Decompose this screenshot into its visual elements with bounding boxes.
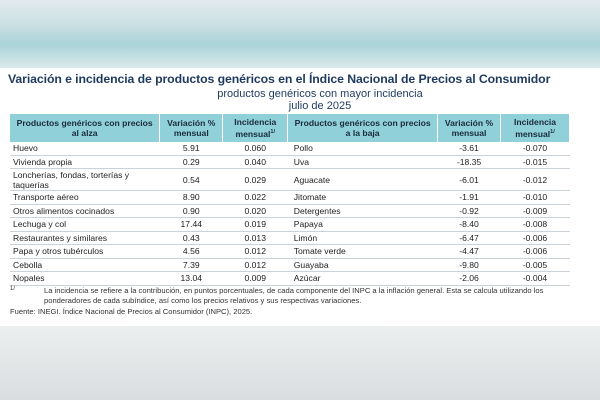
footnote-text: La incidencia se refiere a la contribuci… [44,286,544,305]
up-variation: 0.43 [159,231,223,245]
down-incidence: -0.012 [500,168,570,191]
up-product-name: Vivienda propia [10,155,160,169]
footnote: 1/ La incidencia se refiere a la contrib… [10,286,580,306]
down-product-name: Azúcar [287,271,438,286]
down-incidence: -0.006 [500,231,570,245]
down-variation: -6.47 [437,231,501,245]
up-variation: 17.44 [159,217,223,232]
up-variation: 7.39 [159,258,223,272]
up-incidence: 0.013 [222,231,288,245]
table-row: Vivienda propia 0.29 0.040 Uva -18.35 -0… [10,155,570,169]
up-product-name: Transporte aéreo [10,190,160,205]
down-product-name: Aguacate [287,168,438,191]
down-product-name: Detergentes [287,204,438,218]
up-incidence: 0.022 [222,190,288,205]
footnote-mark: 1/ [10,286,16,292]
table-row: Loncherías, fondas, torterías y taquería… [10,168,570,191]
up-variation: 0.90 [159,204,223,218]
table-row: Restaurantes y similares 0.43 0.013 Limó… [10,231,570,245]
table-row: Huevo 5.91 0.060 Pollo -3.61 -0.070 [10,142,570,156]
down-variation: -0.92 [437,204,501,218]
up-product-name: Huevo [10,142,160,156]
up-product-name: Loncherías, fondas, torterías y taquería… [10,168,160,191]
table-row: Cebolla 7.39 0.012 Guayaba -9.80 -0.005 [10,258,570,272]
up-incidence: 0.019 [222,217,288,232]
up-incidence: 0.029 [222,168,288,191]
up-incidence: 0.060 [222,142,288,156]
page-subtitle: productos genéricos con mayor incidencia [217,88,423,100]
down-product-name: Guayaba [287,258,438,272]
header-down-incidence: Incidencia mensual1/ [500,114,570,142]
up-product-name: Nopales [10,271,160,286]
up-variation: 13.04 [159,271,223,286]
down-product-name: Tomate verde [287,244,438,259]
down-variation: -3.61 [437,142,501,156]
down-product-name: Pollo [287,142,438,156]
up-incidence: 0.012 [222,258,288,272]
table-row: Transporte aéreo 8.90 0.022 Jitomate -1.… [10,190,570,205]
down-incidence: -0.006 [500,244,570,259]
down-incidence: -0.008 [500,217,570,232]
down-variation: -2.06 [437,271,501,286]
down-incidence: -0.010 [500,190,570,205]
up-variation: 8.90 [159,190,223,205]
background-top-band [0,0,600,74]
down-incidence: -0.009 [500,204,570,218]
header-up-incidence: Incidencia mensual1/ [222,114,289,142]
down-variation: -18.35 [437,155,501,169]
up-incidence: 0.009 [222,271,288,286]
down-product-name: Limón [287,231,438,245]
table-row: Lechuga y col 17.44 0.019 Papaya -8.40 -… [10,217,570,232]
up-product-name: Otros alimentos cocinados [10,204,160,218]
footnote-marker: 1/ [550,129,555,136]
up-variation: 5.91 [159,142,223,156]
down-incidence: -0.070 [500,142,570,156]
header-up-variation: Variación % mensual [159,114,224,142]
down-product-name: Papaya [287,217,438,232]
down-product-name: Jitomate [287,190,438,205]
header-up-products: Productos genéricos con precios al alza [10,114,161,142]
header-down-variation: Variación % mensual [437,114,501,142]
incidence-table: Productos genéricos con precios al alza … [10,114,570,286]
down-incidence: -0.004 [500,271,570,286]
table-row: Papa y otros tubérculos 4.56 0.012 Tomat… [10,244,570,259]
up-product-name: Cebolla [10,258,160,272]
table-header-row: Productos genéricos con precios al alza … [10,114,570,142]
header-down-incidence-label: Incidencia mensual [513,117,557,139]
page-title: Variación e incidencia de productos gené… [8,72,551,86]
up-incidence: 0.040 [222,155,288,169]
report-date: julio de 2025 [288,100,352,112]
footnote-marker: 1/ [270,129,275,136]
down-incidence: -0.005 [500,258,570,272]
up-incidence: 0.012 [222,244,288,259]
down-variation: -4.47 [437,244,501,259]
up-variation: 0.29 [159,155,223,169]
background-bottom-band [0,326,600,400]
down-product-name: Uva [287,155,438,169]
header-down-products: Productos genéricos con precios a la baj… [287,114,439,142]
down-variation: -9.80 [437,258,501,272]
down-variation: -1.91 [437,190,501,205]
down-variation: -8.40 [437,217,501,232]
up-incidence: 0.020 [222,204,288,218]
table-row: Otros alimentos cocinados 0.90 0.020 Det… [10,204,570,218]
table-row: Nopales 13.04 0.009 Azúcar -2.06 -0.004 [10,271,570,286]
header-up-incidence-label: Incidencia mensual [234,117,277,139]
down-incidence: -0.015 [500,155,570,169]
up-variation: 0.54 [159,168,223,191]
up-product-name: Restaurantes y similares [10,231,160,245]
up-product-name: Lechuga y col [10,217,160,232]
up-product-name: Papa y otros tubérculos [10,244,160,259]
down-variation: -6.01 [437,168,501,191]
source-note: Fuente: INEGI. Índice Nacional de Precio… [10,307,253,316]
up-variation: 4.56 [159,244,223,259]
